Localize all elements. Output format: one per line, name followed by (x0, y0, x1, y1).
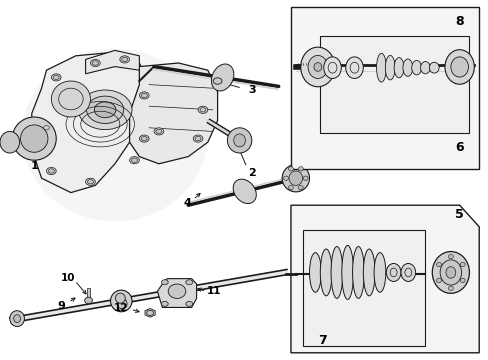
Ellipse shape (154, 128, 163, 135)
Ellipse shape (363, 249, 374, 296)
Ellipse shape (0, 131, 20, 153)
Ellipse shape (139, 135, 149, 142)
Ellipse shape (411, 60, 421, 75)
Ellipse shape (436, 278, 441, 283)
Text: 6: 6 (454, 141, 463, 154)
Ellipse shape (323, 57, 341, 78)
Polygon shape (129, 63, 217, 164)
Ellipse shape (431, 252, 468, 293)
Ellipse shape (376, 53, 386, 82)
Ellipse shape (303, 176, 307, 180)
Ellipse shape (78, 90, 132, 130)
Ellipse shape (198, 106, 207, 113)
Ellipse shape (129, 157, 139, 164)
Ellipse shape (330, 247, 342, 298)
Ellipse shape (450, 57, 468, 77)
Polygon shape (157, 279, 196, 307)
Text: 4: 4 (183, 198, 191, 208)
Ellipse shape (211, 64, 233, 91)
Ellipse shape (120, 56, 129, 63)
Ellipse shape (227, 128, 251, 153)
Ellipse shape (447, 255, 452, 259)
Ellipse shape (298, 167, 303, 171)
Ellipse shape (161, 280, 168, 285)
Ellipse shape (420, 62, 429, 74)
Text: 1: 1 (30, 161, 38, 171)
Ellipse shape (117, 299, 127, 309)
Bar (303, 230, 425, 346)
Ellipse shape (85, 178, 95, 185)
Ellipse shape (459, 278, 464, 283)
Ellipse shape (10, 311, 24, 327)
Ellipse shape (46, 167, 56, 175)
Ellipse shape (22, 49, 207, 221)
Ellipse shape (41, 124, 51, 131)
Ellipse shape (436, 262, 441, 267)
Ellipse shape (300, 47, 334, 87)
Bar (86, 288, 90, 300)
Ellipse shape (14, 315, 20, 323)
Ellipse shape (84, 297, 92, 304)
Ellipse shape (288, 185, 293, 190)
Ellipse shape (20, 125, 48, 152)
Ellipse shape (110, 290, 132, 312)
Ellipse shape (307, 55, 327, 78)
Ellipse shape (298, 185, 303, 190)
Ellipse shape (402, 59, 412, 76)
Ellipse shape (393, 58, 403, 78)
Ellipse shape (193, 135, 203, 142)
Ellipse shape (90, 59, 100, 67)
Bar (320, 36, 468, 133)
Ellipse shape (139, 92, 149, 99)
Text: 3: 3 (247, 85, 255, 95)
Ellipse shape (444, 50, 473, 84)
Ellipse shape (309, 253, 321, 292)
Ellipse shape (86, 96, 123, 123)
Ellipse shape (288, 167, 293, 171)
Polygon shape (85, 50, 139, 74)
Ellipse shape (283, 176, 288, 180)
Text: 2: 2 (247, 168, 255, 178)
Text: 11: 11 (206, 286, 221, 296)
Ellipse shape (185, 301, 192, 306)
Text: 5: 5 (454, 208, 463, 221)
Ellipse shape (115, 293, 125, 303)
Ellipse shape (320, 249, 331, 296)
Ellipse shape (313, 63, 321, 71)
Ellipse shape (12, 117, 56, 160)
Ellipse shape (213, 78, 222, 84)
Ellipse shape (386, 264, 400, 282)
Ellipse shape (439, 260, 461, 285)
Ellipse shape (447, 286, 452, 291)
Polygon shape (290, 205, 478, 353)
Text: 7: 7 (318, 334, 326, 347)
Ellipse shape (459, 262, 464, 267)
Ellipse shape (445, 267, 455, 278)
Ellipse shape (94, 102, 116, 118)
Ellipse shape (428, 62, 438, 73)
Ellipse shape (282, 165, 309, 192)
Ellipse shape (51, 81, 90, 117)
Text: 8: 8 (454, 15, 463, 28)
Bar (290, 7, 478, 169)
Polygon shape (32, 52, 149, 193)
Ellipse shape (345, 57, 363, 78)
Ellipse shape (233, 134, 245, 147)
Text: 10: 10 (61, 273, 75, 283)
Text: 9: 9 (57, 301, 65, 311)
Ellipse shape (51, 74, 61, 81)
Text: 12: 12 (113, 303, 128, 313)
Ellipse shape (400, 264, 415, 282)
Ellipse shape (385, 55, 394, 80)
Ellipse shape (373, 253, 385, 292)
Ellipse shape (233, 179, 256, 203)
Ellipse shape (288, 171, 302, 185)
Ellipse shape (168, 284, 185, 298)
Ellipse shape (341, 246, 353, 300)
Ellipse shape (185, 280, 192, 285)
Polygon shape (145, 309, 155, 317)
Ellipse shape (161, 301, 168, 306)
Ellipse shape (352, 247, 364, 298)
